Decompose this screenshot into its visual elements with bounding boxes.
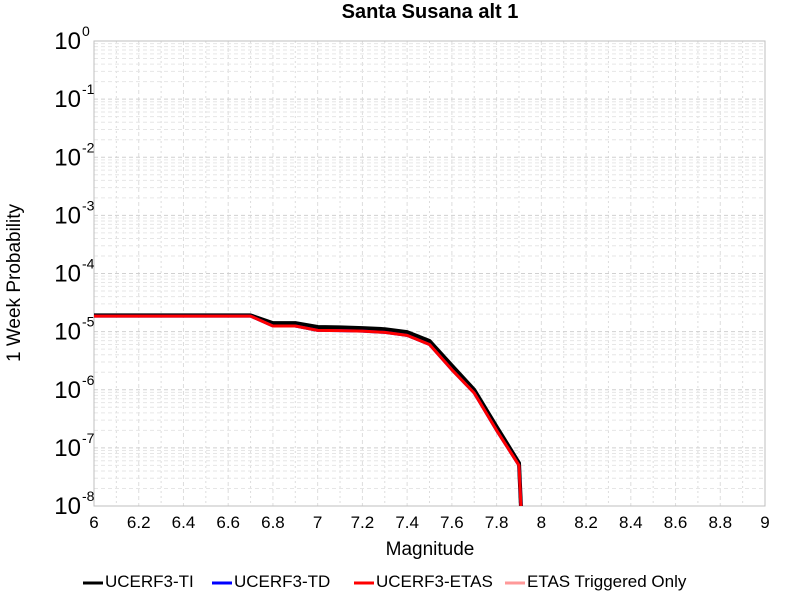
y-tick-exponent: -2 <box>82 139 95 155</box>
y-tick-label: 10 -2 <box>54 139 94 171</box>
x-tick-label: 6.8 <box>261 513 285 532</box>
series-layer <box>94 313 523 506</box>
x-tick-label: 6.4 <box>172 513 196 532</box>
y-tick-exponent: 0 <box>82 23 90 39</box>
y-tick-exponent: -5 <box>82 314 95 330</box>
x-tick-label: 8.4 <box>619 513 643 532</box>
x-axis-ticks: 6 6.2 6.4 6.6 6.8 7 7.2 7.4 7.6 7.8 8 8.2 8.4 8.6 8.8 9 <box>89 513 769 532</box>
series-line-ucerf3-td <box>94 314 523 506</box>
y-tick-base: 10 <box>54 377 81 404</box>
x-tick-label: 8.2 <box>574 513 598 532</box>
y-tick-base: 10 <box>54 261 81 288</box>
y-tick-base: 10 <box>54 144 81 171</box>
x-tick-label: 7 <box>313 513 322 532</box>
y-tick-label: 10 0 <box>54 23 90 55</box>
x-tick-label: 7.6 <box>440 513 464 532</box>
y-tick-base: 10 <box>54 28 81 55</box>
x-axis-label: Magnitude <box>386 539 475 560</box>
x-tick-label: 6 <box>89 513 98 532</box>
x-tick-label: 8 <box>537 513 546 532</box>
legend-label: UCERF3-ETAS <box>376 572 493 591</box>
grid <box>93 41 766 507</box>
x-tick-label: 8.6 <box>664 513 688 532</box>
y-tick-label: 10 -4 <box>54 256 94 288</box>
y-tick-base: 10 <box>54 493 81 520</box>
y-tick-label: 10 -7 <box>54 430 94 462</box>
y-tick-base: 10 <box>54 202 81 229</box>
y-tick-exponent: -8 <box>82 488 95 504</box>
x-tick-label: 6.6 <box>216 513 240 532</box>
y-tick-exponent: -6 <box>82 372 95 388</box>
plot-area <box>93 40 766 507</box>
y-tick-exponent: -7 <box>82 430 95 446</box>
legend-label: UCERF3-TD <box>234 572 330 591</box>
legend-item: UCERF3-TD <box>212 572 330 591</box>
x-tick-label: 6.2 <box>127 513 151 532</box>
x-tick-label: 7.8 <box>485 513 509 532</box>
legend-item: ETAS Triggered Only <box>505 572 687 591</box>
chart-title: Santa Susana alt 1 <box>342 1 519 23</box>
y-tick-base: 10 <box>54 435 81 462</box>
y-tick-base: 10 <box>54 86 81 113</box>
legend: UCERF3-TI UCERF3-TD UCERF3-ETAS ETAS Trigge… <box>83 572 687 591</box>
y-tick-exponent: -1 <box>82 81 95 97</box>
x-tick-label: 7.4 <box>395 513 419 532</box>
legend-label: ETAS Triggered Only <box>527 572 687 591</box>
y-tick-exponent: -4 <box>82 256 95 272</box>
x-tick-label: 9 <box>760 513 769 532</box>
legend-item: UCERF3-TI <box>83 572 194 591</box>
legend-item: UCERF3-ETAS <box>354 572 493 591</box>
series-line-ucerf3-etas <box>94 314 523 506</box>
y-tick-label: 10 -5 <box>54 314 94 346</box>
y-axis-label: 1 Week Probability <box>4 203 25 362</box>
y-tick-base: 10 <box>54 319 81 346</box>
y-tick-label: 10 -3 <box>54 197 94 229</box>
y-tick-label: 10 -8 <box>54 488 94 520</box>
y-tick-label: 10 -6 <box>54 372 94 404</box>
legend-label: UCERF3-TI <box>105 572 194 591</box>
x-tick-label: 7.2 <box>351 513 375 532</box>
y-tick-label: 10 -1 <box>54 81 94 113</box>
x-tick-label: 8.8 <box>708 513 732 532</box>
y-tick-exponent: -3 <box>82 197 95 213</box>
